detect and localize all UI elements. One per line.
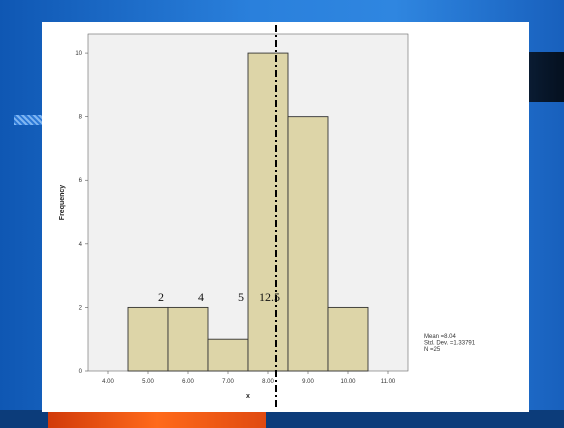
y-tick-label: 0 <box>79 369 83 375</box>
y-tick-label: 6 <box>79 178 83 184</box>
y-ticks-group: 0 2 4 6 8 10 <box>75 51 88 375</box>
x-axis-label: x <box>246 393 250 400</box>
histogram-bar-6 <box>327 306 369 372</box>
x-ticks-group: 4.00 5.00 6.00 7.00 8.00 9.00 10.00 11.00 <box>102 371 396 385</box>
y-tick-label: 2 <box>79 305 83 311</box>
bars-group <box>127 52 369 372</box>
histogram-bar-1 <box>127 306 169 372</box>
x-tick-label: 5.00 <box>142 379 154 385</box>
chart-card: 0 2 4 6 8 10 4.00 5.00 6.00 7.00 8.00 9.00 10.00 11.… <box>42 22 529 412</box>
histogram-bar-5 <box>287 116 329 372</box>
x-tick-label: 11.00 <box>381 379 396 385</box>
histogram-bar-2 <box>167 306 209 372</box>
histogram-bar-3 <box>207 338 249 372</box>
annotation-label-4: 12.5 <box>259 290 280 304</box>
x-tick-label: 9.00 <box>302 379 314 385</box>
stats-box: Mean =8.04 Std. Dev. =1.33791 N =25 <box>424 334 476 353</box>
y-tick-label: 8 <box>79 115 83 121</box>
histogram-chart: 0 2 4 6 8 10 4.00 5.00 6.00 7.00 8.00 9.00 10.00 11.… <box>59 25 476 407</box>
dark-decor-block <box>528 52 564 102</box>
annotations-group: 2 4 5 12.5 <box>158 290 280 304</box>
stat-std-dev: Std. Dev. =1.33791 <box>424 341 476 347</box>
x-tick-label: 4.00 <box>102 379 114 385</box>
annotation-label-1: 2 <box>158 290 164 304</box>
x-tick-label: 8.00 <box>262 379 274 385</box>
stat-n: N =25 <box>424 347 441 353</box>
stat-mean: Mean =8.04 <box>424 334 457 340</box>
histogram-bar-4 <box>247 52 289 372</box>
y-axis-label: Frequency <box>59 185 66 221</box>
y-tick-label: 10 <box>75 51 82 57</box>
dither-decor-pattern <box>14 115 42 125</box>
y-tick-label: 4 <box>79 242 83 248</box>
annotation-label-3: 5 <box>238 290 244 304</box>
x-tick-label: 7.00 <box>222 379 234 385</box>
x-tick-label: 6.00 <box>182 379 194 385</box>
orange-accent-bar <box>48 412 266 428</box>
x-tick-label: 10.00 <box>340 379 356 385</box>
annotation-label-2: 4 <box>198 290 204 304</box>
